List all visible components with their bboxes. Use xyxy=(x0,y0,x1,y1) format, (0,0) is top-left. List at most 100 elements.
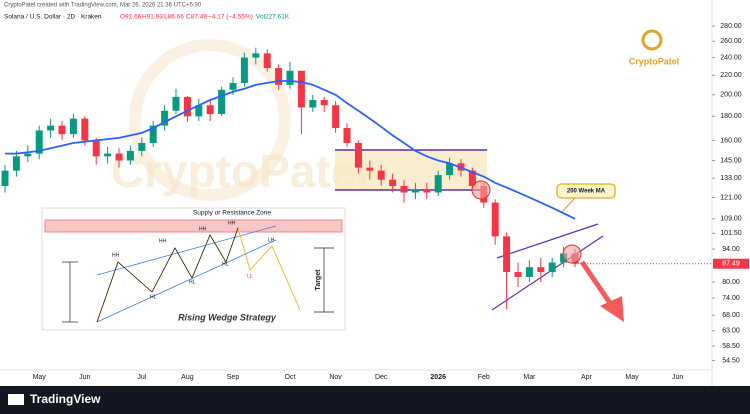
candle-body xyxy=(400,185,408,193)
candle-body xyxy=(263,53,271,69)
target-label: Target xyxy=(315,269,322,291)
hl-label: HL xyxy=(222,261,229,267)
y-tick-label: 58.50 xyxy=(722,343,740,350)
inset-zigzag xyxy=(96,227,239,323)
credit: CryptoPatel created with TradingView.com… xyxy=(4,3,202,9)
footer-logo xyxy=(8,394,24,405)
y-tick-label: 68.00 xyxy=(722,312,740,319)
inset-title: Rising Wedge Strategy xyxy=(178,312,277,322)
overlay: 200 Week MA Supply or Resistance Zone HH… xyxy=(41,180,624,331)
y-tick-label: 260.00 xyxy=(720,38,742,45)
y-tick-label: 240.00 xyxy=(720,54,742,61)
footer xyxy=(0,386,750,414)
breakdown-circle xyxy=(471,180,491,200)
breakdown-circle xyxy=(562,244,582,264)
candle-body xyxy=(286,70,294,85)
price-axis xyxy=(712,0,750,386)
volume: Vol227.61K xyxy=(256,14,290,21)
x-tick-label: May xyxy=(625,374,639,381)
wedge-upper xyxy=(496,223,599,259)
resistance-zone xyxy=(44,219,343,233)
hl-label: HL xyxy=(189,279,196,285)
ll-label: LL xyxy=(247,273,253,279)
hl-label: HL xyxy=(150,294,157,300)
candle-body xyxy=(503,236,511,273)
inset-upper xyxy=(96,225,277,276)
candle-body xyxy=(354,142,362,168)
candle-body xyxy=(229,82,237,90)
candle-body xyxy=(81,118,89,141)
x-tick-label: Jul xyxy=(137,374,146,381)
candle-body xyxy=(525,267,533,277)
candle-body xyxy=(92,140,100,157)
symbol: Solana / U.S. Dollar · 2D · Kraken xyxy=(4,14,102,21)
x-tick-label: Jun xyxy=(672,374,683,381)
ma-line xyxy=(5,80,576,220)
ohlc-open: O91.66 xyxy=(120,14,142,21)
symbol-line: Solana / U.S. Dollar · 2D · Kraken O91.6… xyxy=(4,14,290,21)
wedge-lower xyxy=(491,235,604,311)
candle-body xyxy=(161,110,169,126)
candle-body xyxy=(377,170,385,180)
ohlc-low: L86.66 xyxy=(164,14,184,21)
hh-label: HH xyxy=(112,252,120,258)
y-tick-label: 200.00 xyxy=(720,92,742,99)
candle-body xyxy=(195,105,203,117)
candle-body xyxy=(218,89,226,115)
candle-body xyxy=(104,153,112,157)
watermark-logo xyxy=(129,39,291,201)
candle-body xyxy=(172,96,180,111)
ohlc-close: C87.49 xyxy=(186,14,207,21)
x-tick-label: May xyxy=(33,374,47,381)
x-tick-label: Aug xyxy=(181,374,194,381)
hh-label: HH xyxy=(159,238,167,244)
y-tick-label: 160.00 xyxy=(720,137,742,144)
down-arrow-head xyxy=(600,296,624,322)
candle-body xyxy=(423,189,431,193)
candle-body xyxy=(366,167,374,171)
candle-body xyxy=(126,150,134,161)
candle-body xyxy=(24,153,32,157)
candle-body xyxy=(35,130,43,154)
last-price-label: 87.49 xyxy=(722,261,740,268)
x-tick-label: Mar xyxy=(523,374,536,381)
candle-body xyxy=(537,267,545,273)
candle-body xyxy=(468,170,476,186)
logo-text: CryptoPatel xyxy=(629,56,680,66)
candle-body xyxy=(548,262,556,273)
candle-body xyxy=(320,99,328,106)
x-tick-label: Feb xyxy=(478,374,490,381)
ma-callout xyxy=(556,183,616,199)
candle-body xyxy=(47,125,55,131)
candle-body xyxy=(309,99,317,108)
y-tick-label: 133.00 xyxy=(720,175,742,182)
x-tick-label: Apr xyxy=(581,374,593,381)
candle-body xyxy=(58,125,66,135)
candle-body xyxy=(183,96,191,117)
ma-callout-pointer xyxy=(561,197,576,213)
hh-label: HH xyxy=(199,226,207,232)
ohlc-high: H91.93 xyxy=(142,14,163,21)
candle-body xyxy=(514,272,522,277)
candle-body xyxy=(115,153,123,161)
y-tick-label: 180.00 xyxy=(720,113,742,120)
last-price-tag xyxy=(713,258,749,269)
y-tick-label: 145.00 xyxy=(720,157,742,164)
candle-body xyxy=(434,175,442,193)
inset-lower xyxy=(96,239,277,323)
x-tick-label: Nov xyxy=(329,374,342,381)
candle-body xyxy=(343,128,351,143)
y-tick-label: 121.00 xyxy=(720,194,742,201)
candle-body xyxy=(138,142,146,151)
candle-body xyxy=(69,118,77,135)
ma-callout-label: 200 Week MA xyxy=(567,189,606,195)
y-tick-label: 80.00 xyxy=(722,279,740,286)
candle-body xyxy=(411,189,419,193)
y-tick-label: 220.00 xyxy=(720,72,742,79)
y-tick-label: 74.00 xyxy=(722,295,740,302)
x-tick-label: Oct xyxy=(285,374,296,381)
candle-body xyxy=(252,53,260,58)
logo: CryptoPatel xyxy=(629,29,680,66)
candle-body xyxy=(332,105,340,129)
